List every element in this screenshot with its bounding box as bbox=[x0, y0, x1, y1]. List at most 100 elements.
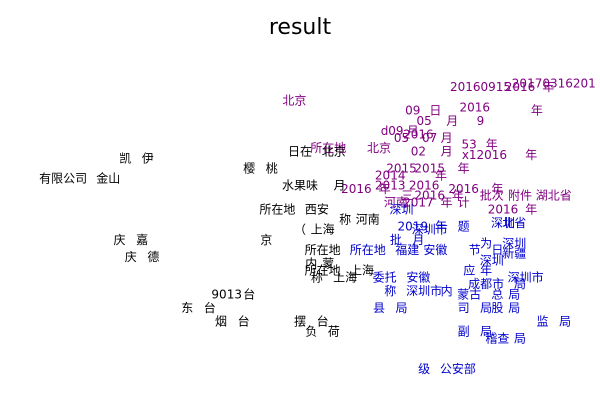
point-label: 月 bbox=[441, 145, 453, 159]
point-label: 内 bbox=[441, 284, 453, 298]
point-label: 09 bbox=[405, 104, 420, 118]
point-label: 级 bbox=[418, 362, 430, 376]
point-label: 9013 bbox=[211, 287, 242, 301]
point-label: 所在地 bbox=[305, 264, 341, 278]
point-label: 深圳市 bbox=[406, 283, 442, 298]
point-label: 安徽 bbox=[423, 242, 447, 257]
point-label: 2016 bbox=[505, 80, 536, 94]
point-label: 月 bbox=[412, 233, 424, 247]
point-label: 内 bbox=[305, 257, 317, 271]
point-label: 05 bbox=[394, 131, 409, 145]
point-label: 所在地 bbox=[305, 243, 341, 257]
point-label: 称 bbox=[311, 270, 323, 284]
point-label: 摆 bbox=[294, 315, 306, 329]
point-label: 2016 bbox=[409, 179, 440, 193]
point-label: 2016 bbox=[477, 148, 508, 162]
point-label: 负 bbox=[305, 325, 317, 339]
point-label: 所在地 bbox=[350, 243, 386, 257]
point-label: 司 bbox=[458, 301, 470, 315]
point-label: 局 bbox=[395, 301, 407, 315]
point-label: 蒙古 bbox=[457, 286, 481, 301]
point-label: 西安 bbox=[305, 201, 329, 216]
point-label: 成都市 bbox=[468, 276, 504, 291]
point-label: 深圳 bbox=[502, 236, 526, 250]
point-label: 庆 bbox=[113, 233, 125, 247]
point-label: 为 bbox=[480, 236, 492, 250]
point-label: 批 bbox=[390, 232, 402, 247]
point-label: 月 bbox=[407, 124, 419, 138]
point-label: 年 bbox=[542, 80, 554, 94]
point-label: 2016 bbox=[460, 100, 491, 114]
point-label: 2014 bbox=[375, 168, 406, 182]
point-label: 月 bbox=[333, 179, 345, 193]
point-label: 新疆 bbox=[502, 246, 526, 261]
point-label: 年 bbox=[435, 219, 447, 233]
point-label: 月 bbox=[441, 131, 453, 145]
point-label: 53 bbox=[462, 138, 477, 152]
point-label: 07 bbox=[422, 131, 437, 145]
point-label: 日 bbox=[491, 243, 503, 257]
point-label: 2016 bbox=[448, 182, 479, 196]
point-label: 台 bbox=[317, 314, 329, 329]
point-label: 05 bbox=[416, 114, 431, 128]
point-label: 湖北省 bbox=[536, 188, 572, 203]
point-label: 年 bbox=[525, 148, 537, 162]
point-label: 20170316201 bbox=[512, 77, 596, 91]
point-label: 嘉 bbox=[136, 233, 148, 247]
point-label: 凯 bbox=[119, 151, 131, 165]
point-label: d bbox=[381, 124, 389, 138]
point-label: 京 bbox=[260, 233, 272, 247]
point-label: 东 bbox=[181, 301, 193, 315]
point-label: 称 bbox=[339, 213, 351, 227]
point-label: 台 bbox=[238, 314, 250, 329]
point-label: 县 bbox=[373, 301, 385, 315]
point-label: 局 bbox=[508, 301, 520, 315]
point-label: 年 bbox=[480, 264, 492, 278]
point-label: 2016 bbox=[341, 182, 372, 196]
point-label: 2016 bbox=[414, 189, 445, 203]
point-label: 蒙 bbox=[322, 257, 334, 271]
point-label: 9 bbox=[477, 114, 485, 128]
point-label: 2015 bbox=[414, 162, 445, 176]
point-label: 河南 bbox=[384, 195, 408, 210]
point-label: （ bbox=[294, 223, 306, 237]
point-label: 题 bbox=[458, 219, 470, 233]
point-label: 德 bbox=[147, 249, 159, 264]
point-label: 月 bbox=[446, 114, 458, 128]
point-label: 02 bbox=[411, 145, 426, 159]
point-label: 三 bbox=[401, 189, 413, 203]
point-label: 计 bbox=[458, 196, 470, 210]
point-label: 北京 bbox=[282, 94, 306, 108]
point-label: 金山 bbox=[96, 171, 120, 186]
point-label: 所在地 bbox=[259, 202, 295, 216]
point-label: 批次 bbox=[480, 188, 504, 203]
point-label: 北京 bbox=[322, 145, 346, 159]
point-label: 年 bbox=[458, 162, 470, 176]
point-label: 年 bbox=[435, 168, 447, 182]
point-label: 上海 bbox=[311, 222, 335, 237]
point-label: 年 bbox=[486, 138, 498, 152]
point-label: 2013 bbox=[375, 179, 406, 193]
point-label: x1 bbox=[462, 148, 477, 162]
point-label: 有限公司 bbox=[39, 172, 87, 186]
point-label: 2016 bbox=[403, 128, 434, 142]
point-label: 局 bbox=[480, 325, 492, 339]
point-label: 福建 bbox=[395, 242, 419, 257]
point-label: 樱 bbox=[243, 161, 255, 176]
point-label: 局 bbox=[480, 301, 492, 315]
point-label: 称 bbox=[384, 284, 396, 298]
point-label: 局 bbox=[508, 287, 520, 301]
point-label: 20160915 bbox=[450, 80, 511, 94]
point-label: 日在 bbox=[288, 145, 312, 159]
point-label: 年 bbox=[531, 104, 543, 118]
point-label: 总 bbox=[491, 287, 503, 301]
point-label: 烟 bbox=[215, 315, 227, 329]
point-label: 深圳市 bbox=[508, 269, 544, 284]
chart-title: result bbox=[269, 15, 332, 40]
point-label: 伊 bbox=[142, 151, 154, 165]
point-label: 节 bbox=[469, 243, 481, 257]
point-label: 日 bbox=[429, 104, 441, 118]
point-label: 上海 bbox=[350, 263, 374, 278]
point-label: 深圳 bbox=[491, 216, 515, 230]
